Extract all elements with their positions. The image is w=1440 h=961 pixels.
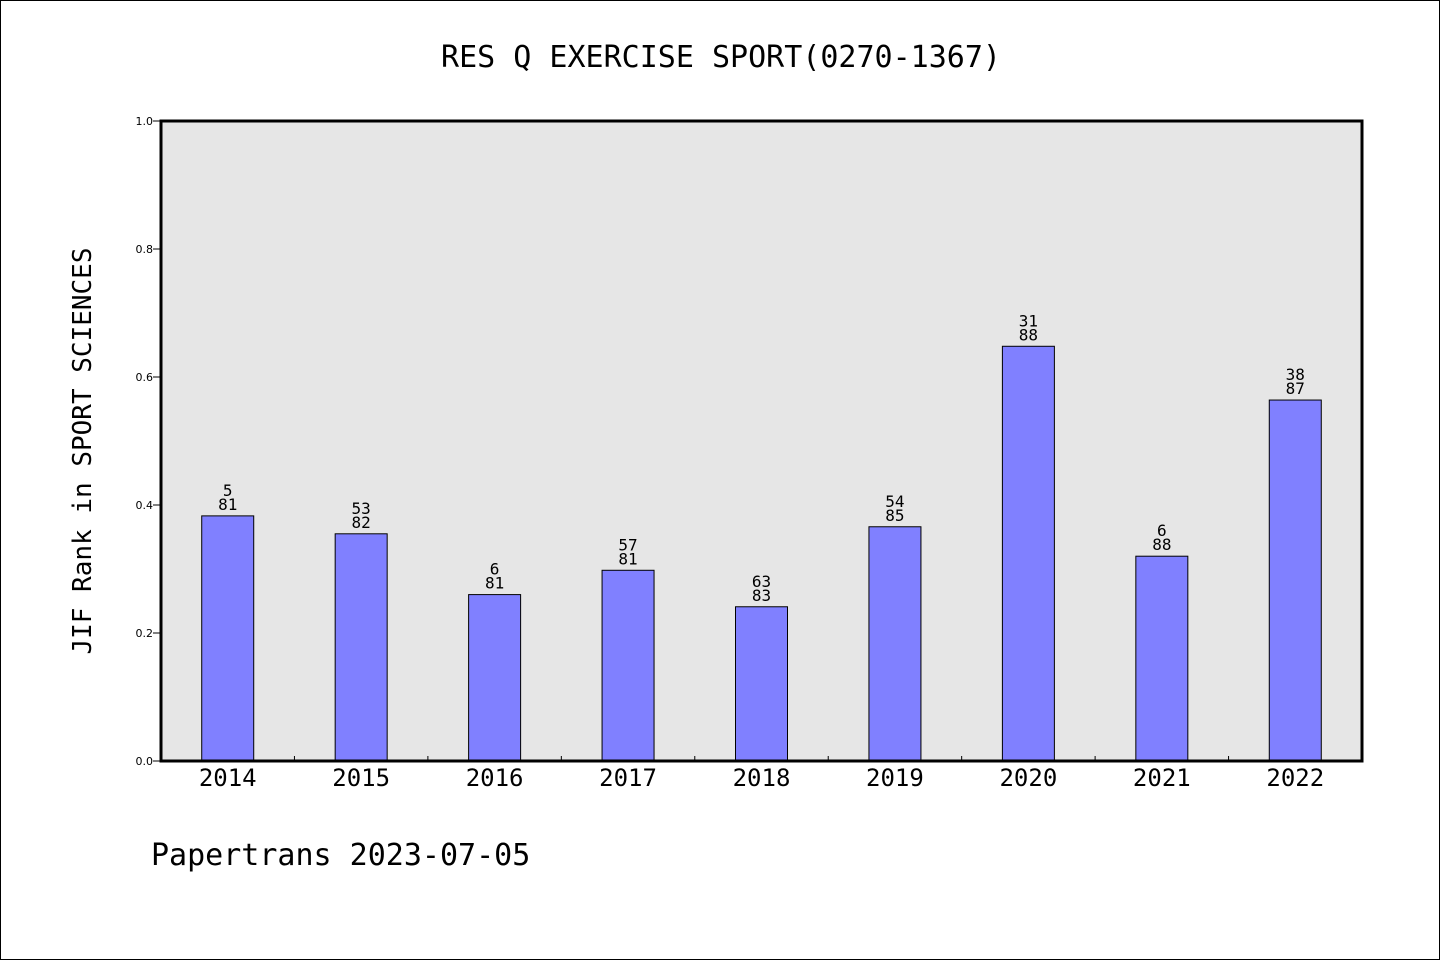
bar-total-label: 81 xyxy=(485,574,504,593)
y-tick-label: 0.4 xyxy=(136,499,154,512)
bar xyxy=(334,533,388,762)
bar-rank-label: 6 xyxy=(490,560,500,579)
bar xyxy=(1135,555,1189,762)
bar-total-label: 81 xyxy=(618,549,637,568)
bar-total-label: 88 xyxy=(1019,325,1038,344)
bar xyxy=(735,606,788,762)
bar-total-label: 85 xyxy=(885,506,904,525)
x-tick-label: 2020 xyxy=(999,764,1057,792)
bar-total-label: 88 xyxy=(1152,535,1171,554)
y-tick-label: 0.8 xyxy=(136,243,154,256)
y-axis-label: JIF Rank in SPORT SCIENCES xyxy=(68,248,98,655)
bar-rank-label: 5 xyxy=(223,481,233,500)
footer-credit: Papertrans 2023-07-05 xyxy=(151,838,530,873)
y-tick-label: 0.0 xyxy=(136,755,154,768)
x-tick-label: 2021 xyxy=(1133,764,1191,792)
bar-rank-label: 57 xyxy=(618,535,637,554)
bar-rank-label: 31 xyxy=(1019,311,1038,330)
bar xyxy=(868,526,922,762)
chart-title: RES Q EXERCISE SPORT(0270-1367) xyxy=(441,40,1001,75)
y-tick-label: 0.2 xyxy=(136,627,154,640)
bar-total-label: 82 xyxy=(352,513,371,532)
y-axis-ticks: 0.0 0.2 0.4 0.6 0.8 1.0 xyxy=(136,115,162,768)
bar xyxy=(601,569,655,762)
bar-total-label: 87 xyxy=(1286,379,1305,398)
x-tick-label: 2017 xyxy=(599,764,657,792)
bar-total-label: 83 xyxy=(752,586,771,605)
bar-rank-label: 53 xyxy=(352,499,371,518)
y-tick-label: 0.6 xyxy=(136,371,154,384)
x-tick-label: 2018 xyxy=(733,764,791,792)
x-axis-ticks: 2014 2015 2016 2017 2018 2019 2020 2021 2022 xyxy=(199,756,1324,792)
bar-total-label: 81 xyxy=(218,495,237,514)
x-tick-label: 2015 xyxy=(332,764,390,792)
bar-rank-label: 6 xyxy=(1157,521,1167,540)
bar-rank-label: 38 xyxy=(1286,365,1305,384)
bar xyxy=(1001,345,1055,762)
x-tick-label: 2014 xyxy=(199,764,257,792)
bar-rank-label: 54 xyxy=(885,492,904,511)
bar xyxy=(468,594,522,762)
bar xyxy=(201,515,255,762)
x-tick-label: 2016 xyxy=(466,764,524,792)
y-tick-label: 1.0 xyxy=(136,115,154,128)
bar-rank-label: 63 xyxy=(752,572,771,591)
x-tick-label: 2022 xyxy=(1266,764,1324,792)
bar xyxy=(1268,399,1322,762)
plot-border xyxy=(159,119,1364,763)
x-tick-label: 2019 xyxy=(866,764,924,792)
